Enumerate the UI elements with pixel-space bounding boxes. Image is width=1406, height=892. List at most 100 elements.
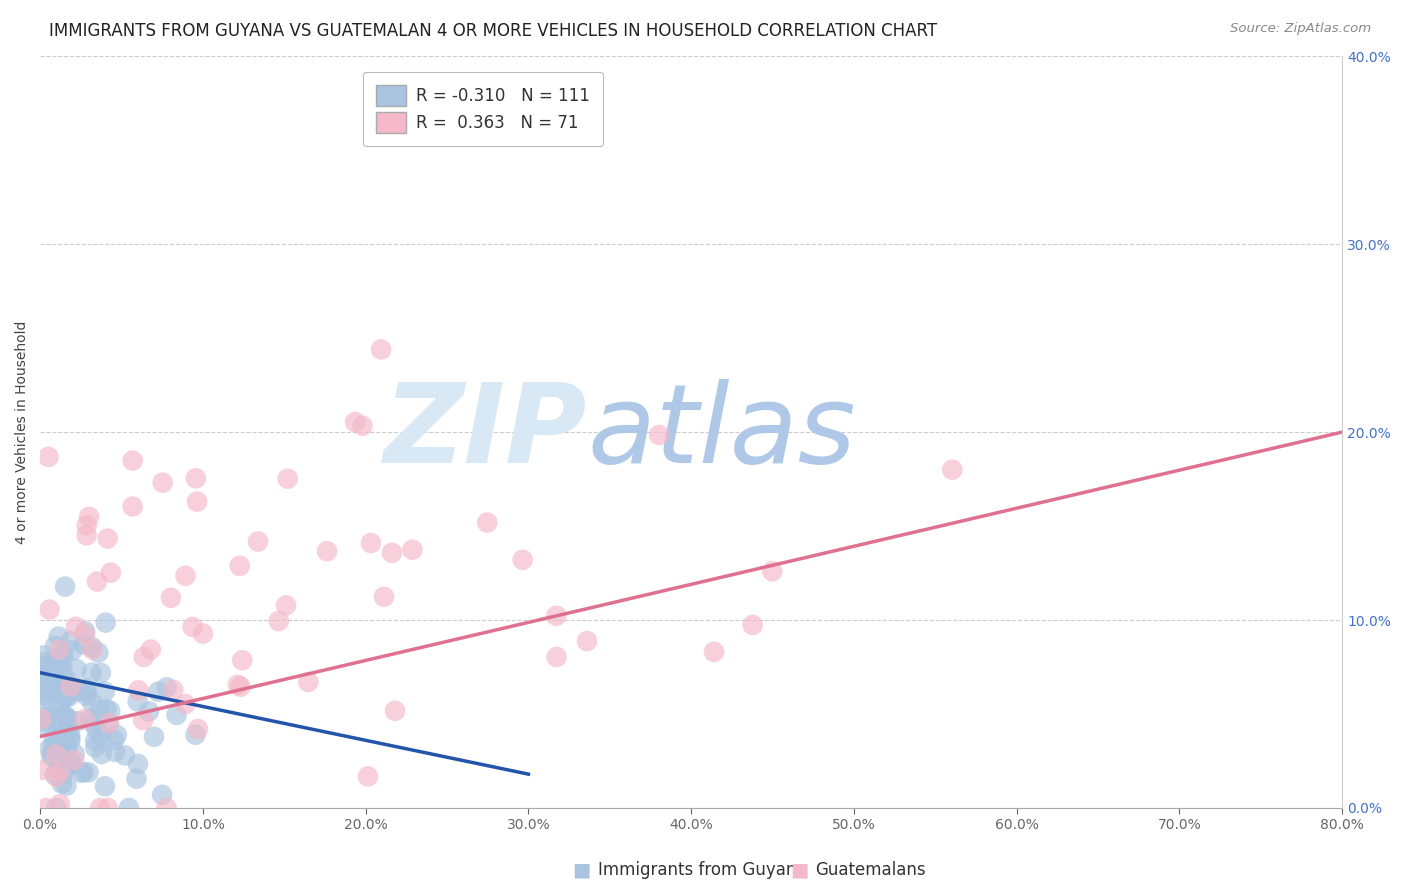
Point <box>53 680 76 694</box>
Point <box>32 655 55 669</box>
Point <box>90 665 112 680</box>
Point <box>352 418 374 433</box>
Point <box>648 428 671 442</box>
Point <box>546 608 568 623</box>
Point <box>229 680 252 694</box>
Point <box>63 747 86 761</box>
Point <box>59 634 82 648</box>
Point <box>73 628 96 642</box>
Point <box>35 681 58 695</box>
Point <box>31 684 53 698</box>
Point <box>226 678 249 692</box>
Point <box>76 518 98 533</box>
Point <box>316 544 339 558</box>
Y-axis label: 4 or more Vehicles in Household: 4 or more Vehicles in Household <box>15 320 30 544</box>
Point <box>32 712 55 726</box>
Point <box>357 769 380 783</box>
Point <box>42 654 65 668</box>
Point <box>52 730 75 744</box>
Point <box>152 475 174 490</box>
Point <box>59 733 82 747</box>
Point <box>65 620 87 634</box>
Point <box>941 463 963 477</box>
Point <box>48 765 70 780</box>
Point <box>98 716 121 731</box>
Point <box>181 620 204 634</box>
Point <box>80 640 103 654</box>
Text: Guatemalans: Guatemalans <box>815 861 927 879</box>
Point <box>143 730 166 744</box>
Text: Immigrants from Guyana: Immigrants from Guyana <box>598 861 806 879</box>
Point <box>160 591 183 605</box>
Point <box>132 649 155 664</box>
Point <box>48 713 70 727</box>
Point <box>38 741 60 756</box>
Point <box>35 688 58 702</box>
Point <box>82 642 104 657</box>
Point <box>741 618 763 632</box>
Point <box>48 642 70 657</box>
Point <box>46 725 69 739</box>
Point <box>381 546 404 560</box>
Point <box>118 801 141 815</box>
Point <box>55 676 77 690</box>
Text: Source: ZipAtlas.com: Source: ZipAtlas.com <box>1230 22 1371 36</box>
Point <box>370 343 392 357</box>
Point <box>94 615 117 630</box>
Point <box>277 472 299 486</box>
Point <box>121 500 143 514</box>
Point <box>127 683 149 698</box>
Point <box>48 697 70 711</box>
Point <box>104 745 127 759</box>
Point <box>89 801 111 815</box>
Point <box>55 779 77 793</box>
Point <box>191 626 214 640</box>
Point <box>60 756 83 771</box>
Point <box>62 643 84 657</box>
Point <box>70 765 93 780</box>
Point <box>51 756 73 770</box>
Point <box>139 642 162 657</box>
Point <box>384 704 406 718</box>
Point <box>121 453 143 467</box>
Point <box>45 747 67 762</box>
Point <box>94 684 117 698</box>
Point <box>58 690 80 704</box>
Point <box>125 772 148 786</box>
Point <box>39 684 62 698</box>
Point <box>77 765 100 780</box>
Point <box>59 728 82 742</box>
Point <box>44 767 66 781</box>
Point <box>138 705 160 719</box>
Point <box>31 660 53 674</box>
Point <box>75 624 97 639</box>
Point <box>44 671 66 685</box>
Point <box>84 733 107 747</box>
Point <box>30 680 52 694</box>
Text: IMMIGRANTS FROM GUYANA VS GUATEMALAN 4 OR MORE VEHICLES IN HOUSEHOLD CORRELATION: IMMIGRANTS FROM GUYANA VS GUATEMALAN 4 O… <box>49 22 938 40</box>
Point <box>75 689 97 703</box>
Point <box>98 704 121 718</box>
Point <box>46 702 69 716</box>
Point <box>44 639 66 653</box>
Point <box>187 722 209 736</box>
Point <box>90 730 112 744</box>
Point <box>30 706 52 721</box>
Point <box>30 763 52 777</box>
Point <box>150 788 173 802</box>
Point <box>66 662 89 676</box>
Text: ■: ■ <box>572 860 591 880</box>
Point <box>155 801 177 815</box>
Point <box>52 648 75 663</box>
Point <box>32 689 55 703</box>
Point <box>103 733 125 747</box>
Point <box>59 731 82 746</box>
Point <box>401 542 423 557</box>
Point <box>267 614 290 628</box>
Point <box>38 706 60 720</box>
Point <box>97 716 120 731</box>
Point <box>53 580 76 594</box>
Point <box>703 645 725 659</box>
Point <box>76 685 98 699</box>
Point <box>53 690 76 704</box>
